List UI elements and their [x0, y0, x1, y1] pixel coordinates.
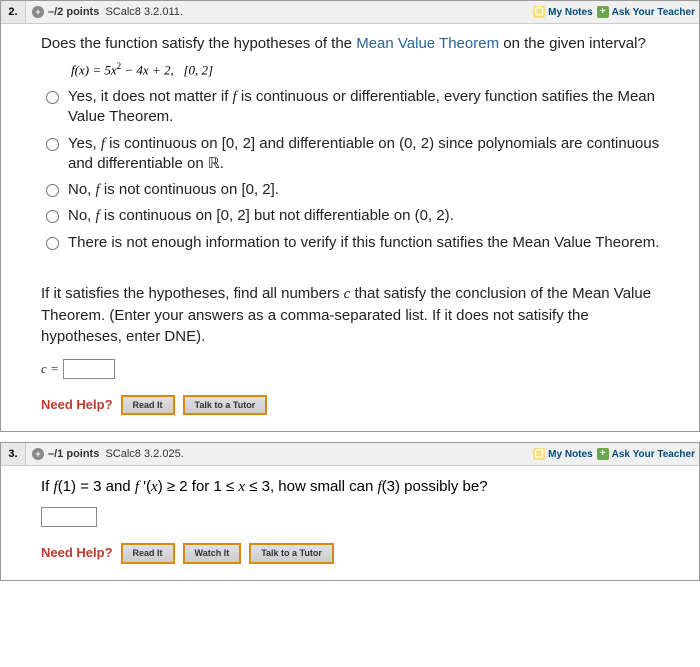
formula-text: f(x) = 5x2 − 4x + 2, [0, 2]: [71, 60, 671, 79]
question-3: 3. + –/1 points SCalc8 3.2.025. ▢ My Not…: [0, 442, 700, 581]
question-points: + –/2 points SCalc8 3.2.011.: [26, 6, 533, 18]
q3-answer-input[interactable]: [41, 507, 97, 527]
choice-5: There is not enough information to verif…: [41, 233, 671, 253]
points-text: –/2 points: [48, 6, 99, 18]
choice-1: Yes, it does not matter if f is continuo…: [41, 87, 671, 128]
ask-teacher-link[interactable]: + Ask Your Teacher: [597, 448, 695, 460]
need-help-row: Need Help? Read It Watch It Talk to a Tu…: [41, 543, 671, 564]
expand-icon[interactable]: +: [32, 6, 44, 18]
points-text: –/1 points: [48, 448, 99, 460]
part2-text: If it satisfies the hypotheses, find all…: [41, 283, 671, 347]
c-input[interactable]: [63, 359, 115, 379]
question-number: 3.: [1, 443, 26, 465]
choice-3-text: No, f is not continuous on [0, 2].: [68, 180, 279, 200]
choice-2-text: Yes, f is continuous on [0, 2] and diffe…: [68, 134, 671, 175]
prompt-text: Does the function satisfy the hypotheses…: [41, 34, 671, 54]
q3-prompt: If f(1) = 3 and f '(x) ≥ 2 for 1 ≤ x ≤ 3…: [41, 476, 671, 498]
reference-text: SCalc8 3.2.025.: [105, 448, 183, 460]
choice-4-radio[interactable]: [46, 210, 59, 223]
choice-2-radio[interactable]: [46, 138, 59, 151]
choice-1-text: Yes, it does not matter if f is continuo…: [68, 87, 671, 128]
choice-3: No, f is not continuous on [0, 2].: [41, 180, 671, 200]
mvt-link[interactable]: Mean Value Theorem: [356, 35, 499, 52]
question-3-header: 3. + –/1 points SCalc8 3.2.025. ▢ My Not…: [1, 443, 699, 466]
expand-icon[interactable]: +: [32, 448, 44, 460]
q3-answer-row: [41, 506, 671, 527]
ask-teacher-link[interactable]: + Ask Your Teacher: [597, 6, 695, 18]
c-label: c =: [41, 360, 59, 378]
ask-icon: +: [597, 448, 609, 460]
notes-icon: ▢: [533, 6, 545, 18]
question-2-body: Does the function satisfy the hypotheses…: [1, 24, 699, 431]
question-links: ▢ My Notes + Ask Your Teacher: [533, 448, 699, 460]
need-help-label: Need Help?: [41, 544, 113, 562]
question-number: 2.: [1, 1, 26, 23]
choice-4-text: No, f is continuous on [0, 2] but not di…: [68, 206, 454, 226]
choice-5-text: There is not enough information to verif…: [68, 233, 659, 253]
question-2: 2. + –/2 points SCalc8 3.2.011. ▢ My Not…: [0, 0, 700, 432]
choice-3-radio[interactable]: [46, 184, 59, 197]
question-2-header: 2. + –/2 points SCalc8 3.2.011. ▢ My Not…: [1, 1, 699, 24]
reference-text: SCalc8 3.2.011.: [105, 6, 182, 18]
question-points: + –/1 points SCalc8 3.2.025.: [26, 448, 533, 460]
question-links: ▢ My Notes + Ask Your Teacher: [533, 6, 699, 18]
read-it-button[interactable]: Read It: [121, 543, 175, 564]
watch-it-button[interactable]: Watch It: [183, 543, 242, 564]
talk-tutor-button[interactable]: Talk to a Tutor: [183, 395, 268, 415]
my-notes-link[interactable]: ▢ My Notes: [533, 6, 592, 18]
question-3-body: If f(1) = 3 and f '(x) ≥ 2 for 1 ≤ x ≤ 3…: [1, 466, 699, 580]
talk-tutor-button[interactable]: Talk to a Tutor: [249, 543, 334, 564]
c-input-row: c =: [41, 359, 671, 379]
read-it-button[interactable]: Read It: [121, 395, 175, 415]
choice-1-radio[interactable]: [46, 91, 59, 104]
my-notes-link[interactable]: ▢ My Notes: [533, 448, 592, 460]
notes-icon: ▢: [533, 448, 545, 460]
choice-5-radio[interactable]: [46, 237, 59, 250]
choice-2: Yes, f is continuous on [0, 2] and diffe…: [41, 134, 671, 175]
ask-icon: +: [597, 6, 609, 18]
choice-4: No, f is continuous on [0, 2] but not di…: [41, 206, 671, 226]
need-help-label: Need Help?: [41, 396, 113, 414]
need-help-row: Need Help? Read It Talk to a Tutor: [41, 395, 671, 415]
